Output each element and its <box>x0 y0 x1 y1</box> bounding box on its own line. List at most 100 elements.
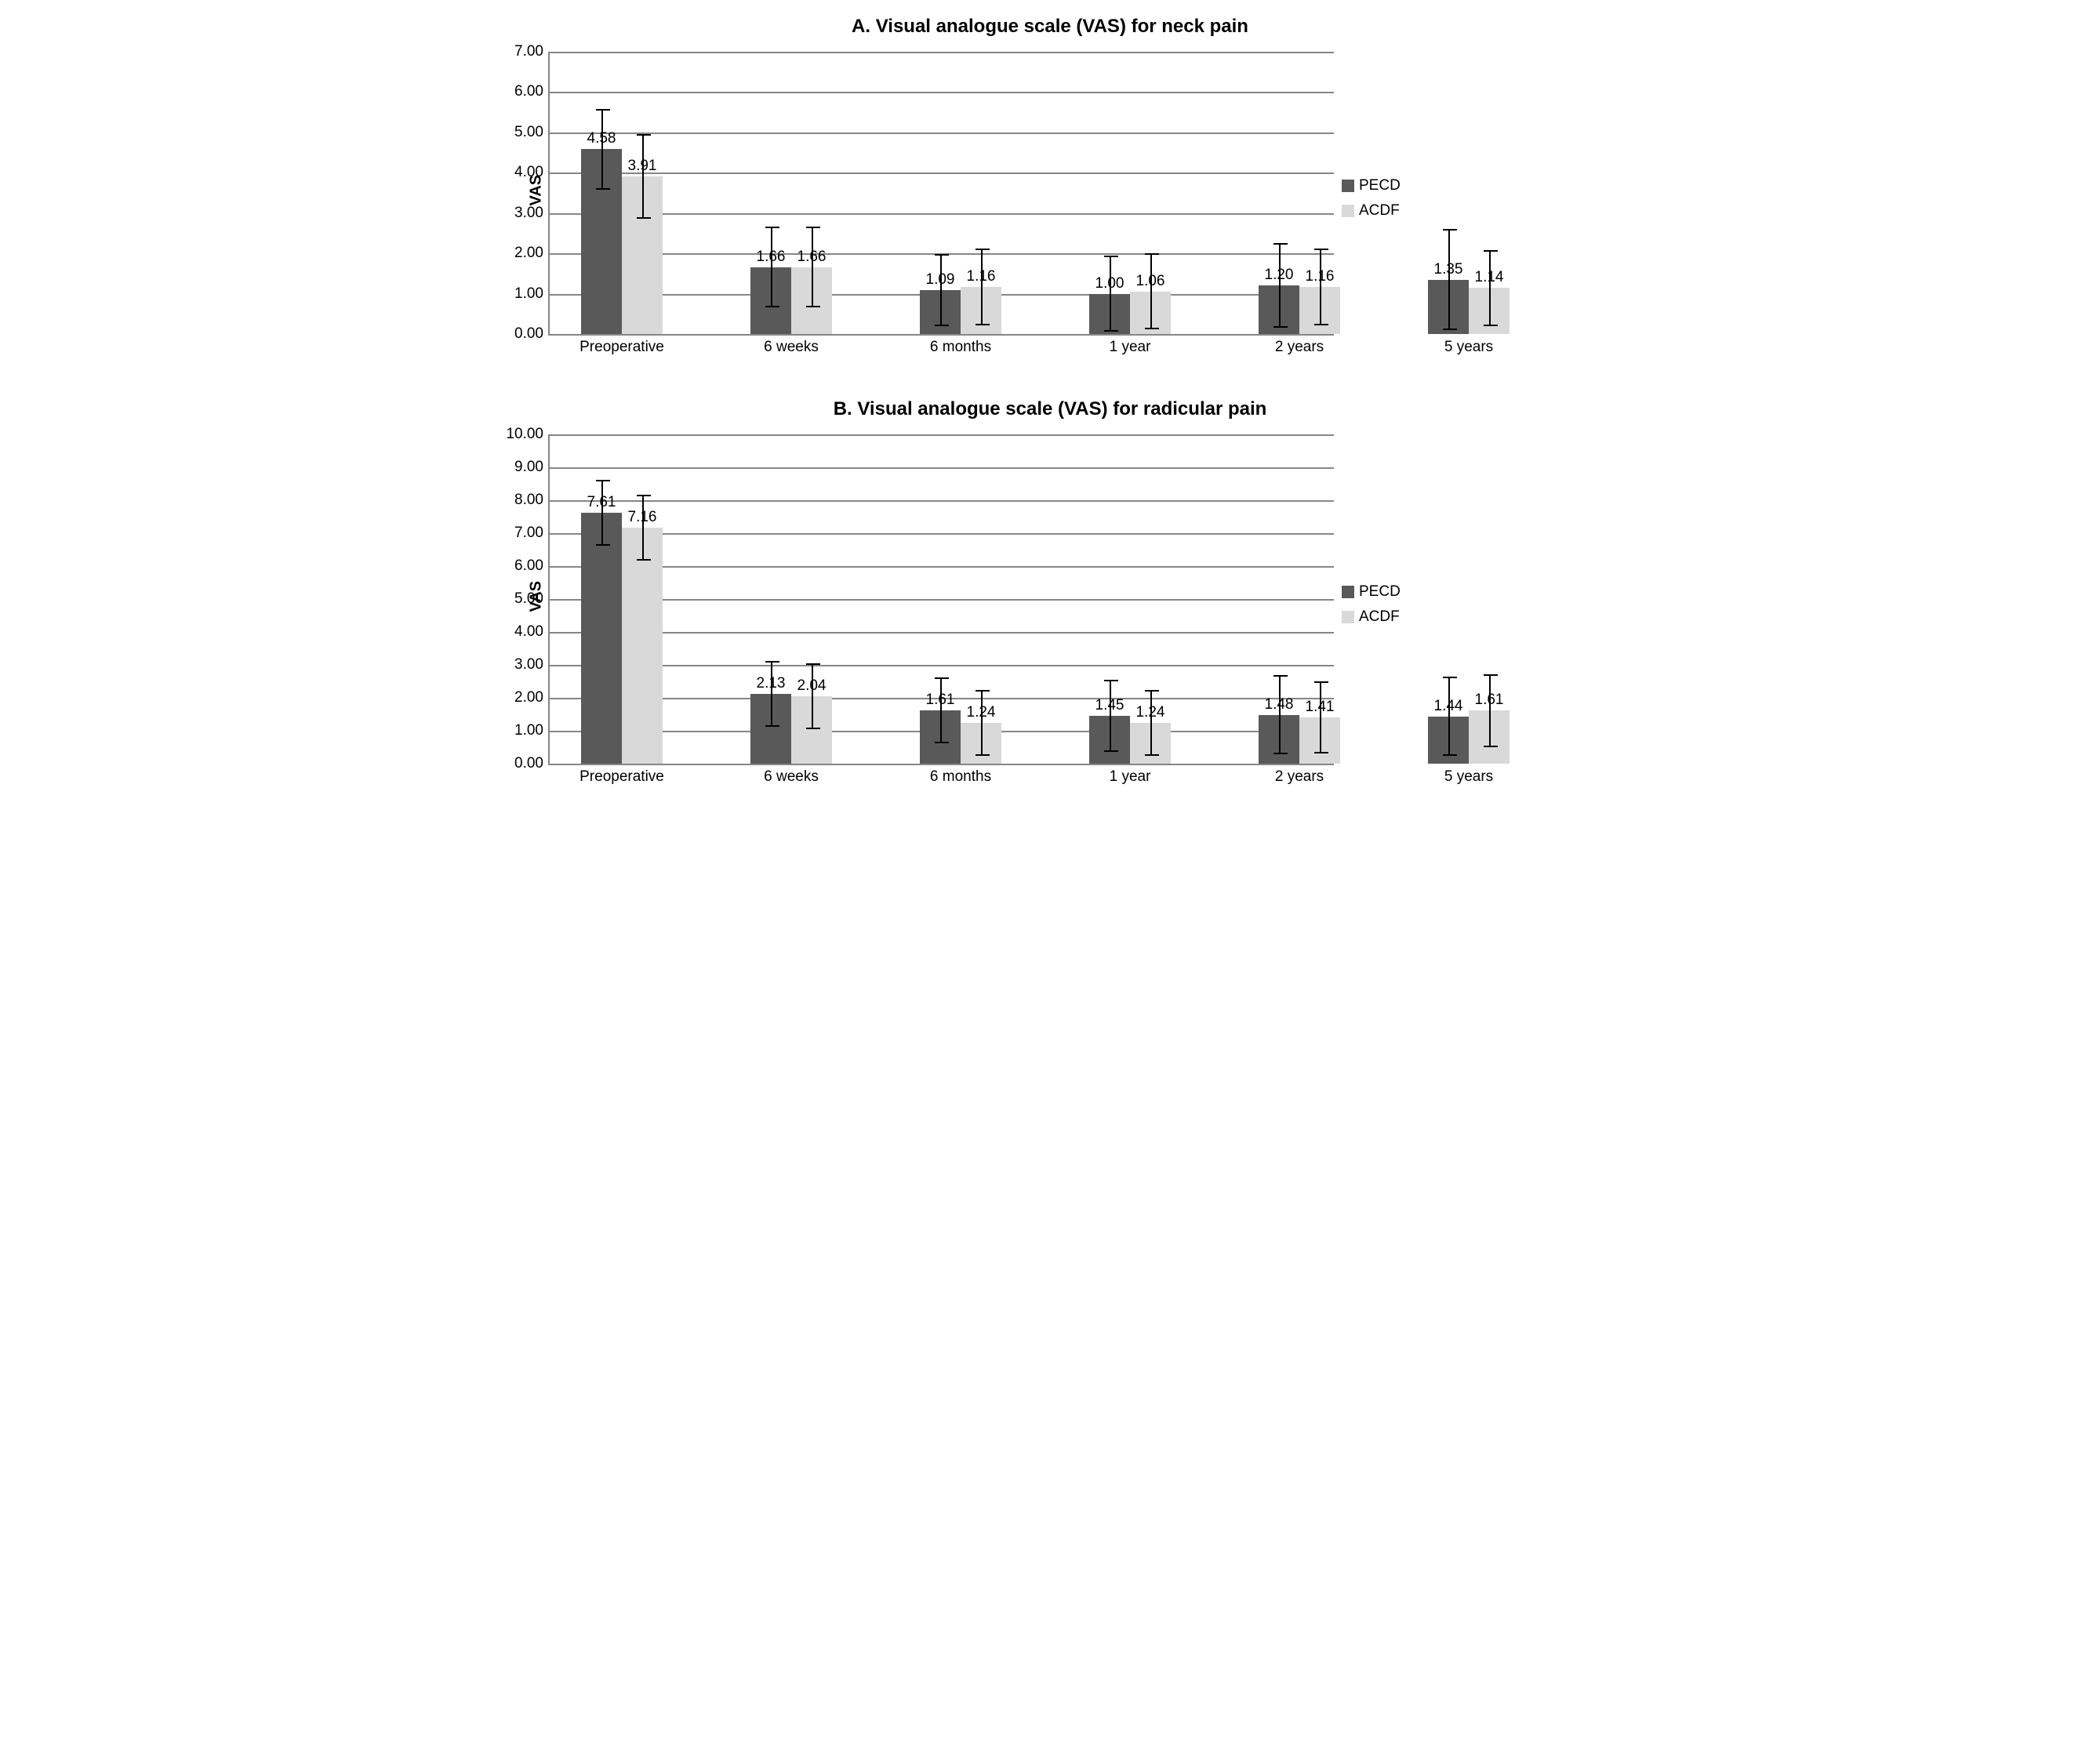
x-tick-label: Preoperative <box>579 334 664 356</box>
chart-title: B. Visual analogue scale (VAS) for radic… <box>525 398 1575 420</box>
error-bar <box>1320 249 1321 325</box>
error-bar <box>601 480 603 546</box>
bar-value-label: 1.48 <box>1265 696 1294 713</box>
bar-ACDF: 1.14 <box>1469 52 1510 334</box>
error-bar <box>981 690 983 756</box>
legend-label: PECD <box>1359 177 1401 194</box>
bar-ACDF: 1.16 <box>1299 52 1340 334</box>
page-root: A. Visual analogue scale (VAS) for neck … <box>525 0 1575 859</box>
legend-swatch <box>1342 586 1354 598</box>
bar-ACDF: 7.16 <box>622 434 663 764</box>
bar-group: 1.66 1.66 <box>750 52 832 334</box>
bar-PECD: 4.58 <box>581 52 622 334</box>
legend-item-ACDF: ACDF <box>1342 608 1401 626</box>
bar-value-label: 1.09 <box>926 271 955 289</box>
error-bar <box>1320 681 1321 753</box>
bar-PECD: 1.45 <box>1089 434 1130 764</box>
bar-value-label: 4.58 <box>587 130 616 147</box>
y-tick-label: 6.00 <box>514 83 550 100</box>
bar-value-label: 1.61 <box>926 692 955 709</box>
legend-item-PECD: PECD <box>1342 583 1401 601</box>
error-bar <box>1448 229 1450 330</box>
x-tick-label: Preoperative <box>579 764 664 786</box>
legend-label: PECD <box>1359 583 1401 601</box>
bar-value-label: 1.61 <box>1475 692 1504 709</box>
x-tick-label: 2 years <box>1275 764 1324 786</box>
bar-ACDF: 2.04 <box>791 434 832 764</box>
error-bar <box>940 677 942 743</box>
bar-PECD: 1.44 <box>1428 434 1469 764</box>
bar-PECD: 2.13 <box>750 434 791 764</box>
bar-value-label: 1.24 <box>967 704 996 721</box>
y-tick-label: 5.00 <box>514 590 550 608</box>
bar-value-label: 1.45 <box>1095 697 1124 714</box>
y-axis-label: VAS <box>528 182 546 205</box>
error-bar <box>1279 675 1281 754</box>
bar-group: 1.48 1.41 <box>1259 434 1340 764</box>
bar-ACDF: 1.61 <box>1469 434 1510 764</box>
bar-PECD: 1.61 <box>920 434 961 764</box>
bar-PECD: 1.00 <box>1089 52 1130 334</box>
bar-PECD: 1.35 <box>1428 52 1469 334</box>
bar-ACDF: 1.16 <box>961 52 1001 334</box>
bar-value-label: 1.14 <box>1475 269 1504 286</box>
y-tick-label: 9.00 <box>514 459 550 476</box>
bar-value-label: 1.00 <box>1095 275 1124 292</box>
chart-title: A. Visual analogue scale (VAS) for neck … <box>525 16 1575 38</box>
bar-value-label: 1.16 <box>1306 268 1335 285</box>
bar-ACDF: 1.41 <box>1299 434 1340 764</box>
bar-ACDF: 1.24 <box>961 434 1001 764</box>
plot: 0.001.002.003.004.005.006.007.004.583.91… <box>548 52 1334 336</box>
chart-chartA: A. Visual analogue scale (VAS) for neck … <box>525 16 1575 336</box>
bar-value-label: 7.61 <box>587 494 616 511</box>
error-bar <box>812 663 813 729</box>
bar-value-label: 1.16 <box>967 268 996 285</box>
error-bar <box>1489 674 1491 746</box>
y-tick-label: 4.00 <box>514 623 550 641</box>
y-tick-label: 4.00 <box>514 164 550 181</box>
error-bar <box>1448 677 1450 756</box>
bar-PECD: 7.61 <box>581 434 622 764</box>
x-tick-label: 6 weeks <box>764 764 819 786</box>
chart-row: VAS0.001.002.003.004.005.006.007.004.583… <box>525 52 1575 336</box>
bar-group: 7.61 7.16 <box>581 434 663 764</box>
x-tick-label: 5 years <box>1444 334 1493 356</box>
error-bar <box>601 109 603 190</box>
plot: 0.001.002.003.004.005.006.007.008.009.00… <box>548 434 1334 765</box>
bar-ACDF: 1.24 <box>1130 434 1171 764</box>
y-tick-label: 8.00 <box>514 492 550 509</box>
legend-swatch <box>1342 205 1354 217</box>
bar-ACDF: 3.91 <box>622 52 663 334</box>
x-tick-label: 6 months <box>930 334 991 356</box>
y-tick-label: 0.00 <box>514 755 550 772</box>
error-bar <box>642 495 644 561</box>
bar-group: 2.13 2.04 <box>750 434 832 764</box>
legend: PECD ACDF <box>1342 583 1401 626</box>
x-tick-label: 1 year <box>1110 334 1151 356</box>
x-tick-label: 6 months <box>930 764 991 786</box>
error-bar <box>1150 690 1152 756</box>
bar-value-label: 2.04 <box>797 677 827 695</box>
chart-chartB: B. Visual analogue scale (VAS) for radic… <box>525 398 1575 765</box>
bar-value-label: 1.66 <box>757 249 786 266</box>
y-tick-label: 3.00 <box>514 656 550 673</box>
plot-area: 0.001.002.003.004.005.006.007.008.009.00… <box>548 434 1334 765</box>
error-bar <box>771 227 772 307</box>
bar-PECD: 1.66 <box>750 52 791 334</box>
legend-label: ACDF <box>1359 202 1400 220</box>
y-tick-label: 7.00 <box>514 43 550 60</box>
error-bar <box>812 227 813 307</box>
bar-PECD: 1.48 <box>1259 434 1299 764</box>
x-tick-label: 5 years <box>1444 764 1493 786</box>
bar-value-label: 3.91 <box>628 158 657 175</box>
x-tick-label: 1 year <box>1110 764 1151 786</box>
y-tick-label: 10.00 <box>506 426 550 443</box>
bar-ACDF: 1.66 <box>791 52 832 334</box>
y-tick-label: 7.00 <box>514 525 550 542</box>
y-tick-label: 6.00 <box>514 557 550 575</box>
y-tick-label: 1.00 <box>514 285 550 303</box>
error-bar <box>1279 243 1281 328</box>
chart-row: VAS0.001.002.003.004.005.006.007.008.009… <box>525 434 1575 765</box>
error-bar <box>981 249 983 325</box>
y-tick-label: 2.00 <box>514 245 550 262</box>
